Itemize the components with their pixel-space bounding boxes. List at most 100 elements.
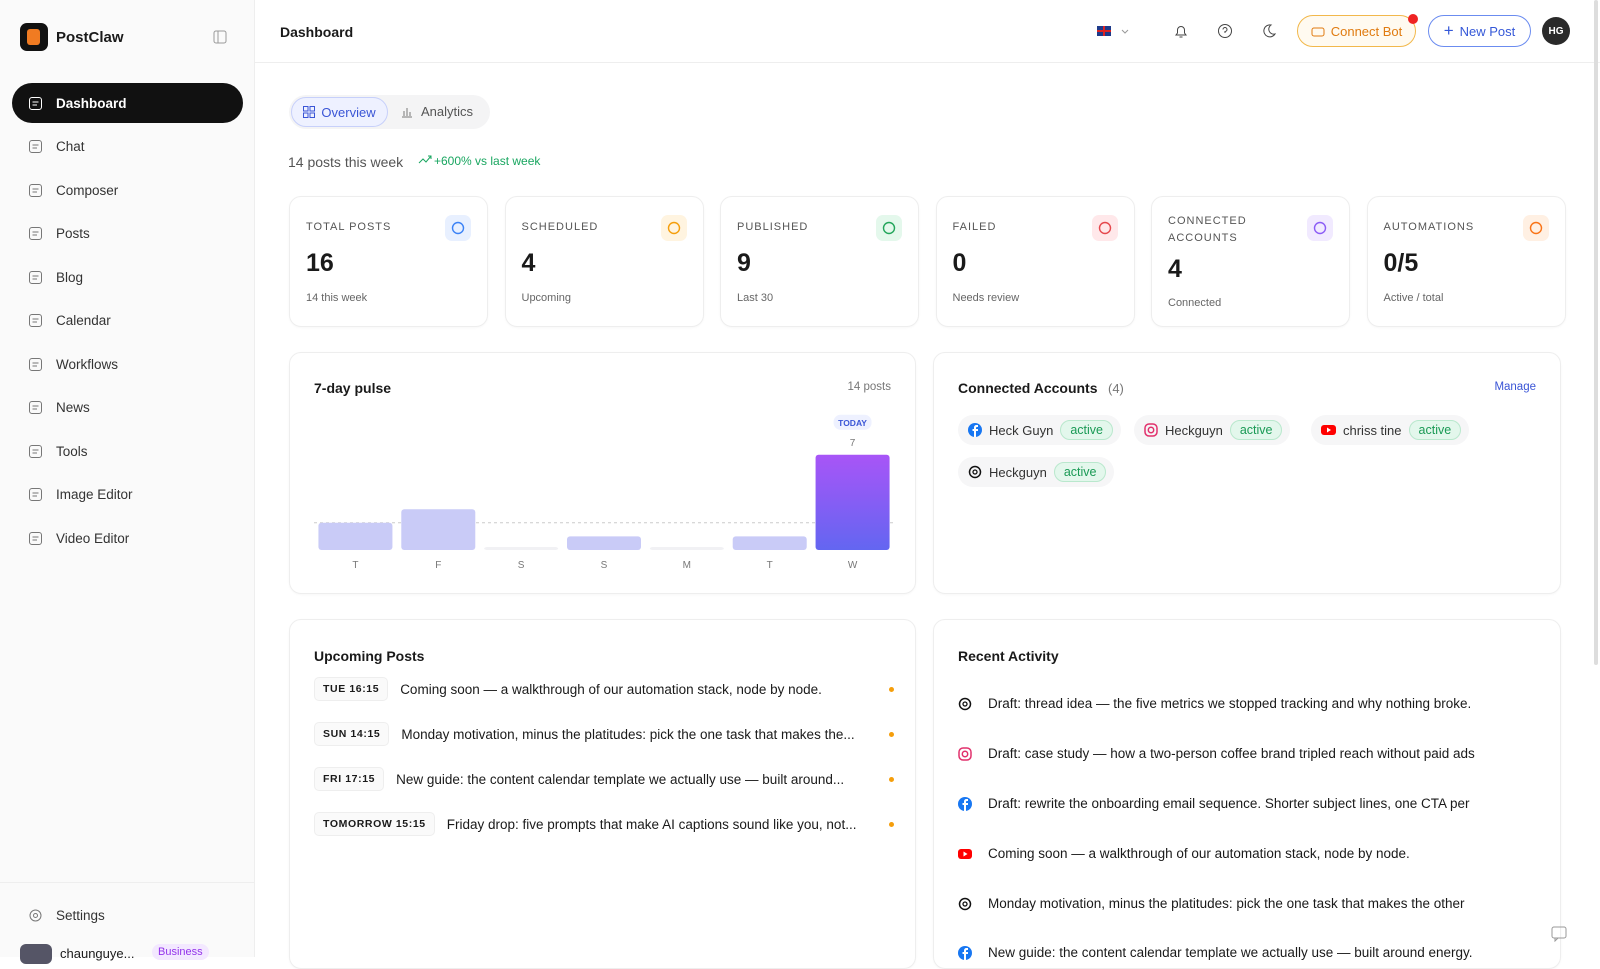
nav-icon — [29, 183, 42, 197]
nav-item[interactable]: Composer — [12, 170, 243, 210]
card-title: Recent Activity — [958, 648, 1059, 664]
nav-label: News — [56, 400, 90, 415]
today-label: TODAY — [838, 418, 867, 428]
nav-label: Dashboard — [56, 95, 127, 111]
account-avatar[interactable]: HG — [1542, 17, 1570, 45]
stat-label: AUTOMATIONS — [1383, 221, 1475, 233]
stat-label: TOTAL POSTS — [306, 221, 392, 233]
nav-item[interactable]: Video Editor — [12, 518, 243, 558]
logo — [20, 23, 48, 51]
post-time: FRI 17:15 — [314, 767, 385, 791]
stat-label: CONNECTED ACCOUNTS — [1168, 215, 1247, 244]
stat-value: 0/5 — [1383, 249, 1419, 277]
nav-item[interactable]: Image Editor — [12, 475, 243, 515]
page-title: Dashboard — [280, 24, 354, 40]
post-text: Monday motivation, minus the platitudes:… — [401, 726, 855, 742]
stat-sub: Connected — [1168, 297, 1222, 309]
stat-icon — [1522, 215, 1549, 241]
pulse-total: 14 posts — [847, 381, 891, 393]
plan-badge: Business — [152, 944, 209, 960]
nav-item[interactable]: Posts — [12, 214, 243, 254]
user-name: chaunguye... — [60, 946, 135, 961]
activity-row: Draft: rewrite the onboarding email sequ… — [958, 796, 1470, 811]
activity-row: Coming soon — a walkthrough of our autom… — [958, 846, 1410, 861]
nav-item[interactable]: Tools — [12, 431, 243, 471]
stat-sub: Upcoming — [521, 292, 572, 304]
pulse-chart: T F S S M T W TODAY 7 — [314, 414, 894, 571]
stat-sub: Needs review — [952, 292, 1020, 304]
activity-text: New guide: the content calendar template… — [988, 945, 1473, 960]
post-text: Friday drop: five prompts that make AI c… — [446, 816, 857, 832]
status-dot — [889, 686, 894, 692]
stat-value: 4 — [521, 249, 536, 277]
account-name: Heckguyn — [989, 464, 1047, 480]
bar — [401, 509, 476, 550]
account-chip: Heck Guyn active — [958, 415, 1121, 445]
today-badge — [833, 414, 872, 430]
stat-label: PUBLISHED — [737, 221, 809, 233]
nav-item[interactable]: News — [12, 388, 243, 428]
bar — [815, 454, 890, 550]
stat-icon — [876, 215, 902, 241]
stat-value: 0 — [952, 249, 967, 277]
upcoming-row: TOMORROW 15:15 Friday drop: five prompts … — [314, 812, 894, 836]
summary-trend: +600% vs last week — [418, 154, 540, 168]
manage-link[interactable]: Manage — [1494, 381, 1536, 393]
nav-item[interactable]: Dashboard — [12, 83, 243, 123]
x-label: S — [601, 560, 608, 571]
stat-sub: Last 30 — [737, 292, 774, 304]
nav-item[interactable]: Workflows — [12, 344, 243, 384]
tab-overview[interactable]: Overview — [291, 97, 388, 127]
scrollbar — [1594, 0, 1598, 665]
new-post-label: New Post — [1459, 23, 1516, 39]
summary-text: 14 posts this week — [288, 154, 404, 170]
nav-item[interactable]: Chat — [12, 127, 243, 167]
trend-text: +600% vs last week — [434, 154, 541, 168]
nav-icon — [29, 96, 42, 110]
brand: PostClaw — [56, 29, 124, 46]
bar — [567, 536, 641, 550]
status-badge: active — [1229, 420, 1283, 440]
x-label: F — [435, 560, 441, 571]
stat-value: 4 — [1168, 255, 1182, 283]
stat-icon — [660, 215, 687, 241]
nav-label: Workflows — [56, 356, 119, 372]
account-chip: Heckguyn active — [958, 457, 1115, 487]
nav-icon — [29, 140, 42, 153]
nav-item[interactable]: Blog — [12, 257, 243, 297]
language-select[interactable] — [1097, 26, 1131, 38]
stat-card: AUTOMATIONS 0/5 Active / total — [1366, 196, 1566, 327]
status-badge: active — [1060, 420, 1113, 440]
stat-value: 16 — [306, 249, 334, 277]
nav-item[interactable]: Calendar — [12, 301, 243, 341]
connect-bot-button[interactable]: Connect Bot — [1297, 15, 1416, 47]
activity-text: Draft: thread idea — the five metrics we… — [988, 696, 1472, 711]
x-label: M — [683, 560, 691, 571]
post-text: Coming soon — a walkthrough of our autom… — [400, 681, 822, 697]
feedback-button[interactable] — [1551, 926, 1567, 942]
card-title: Connected Accounts — [958, 380, 1098, 396]
nav-icon — [29, 270, 42, 284]
upcoming-row: TUE 16:15 Coming soon — a walkthrough of … — [314, 677, 894, 701]
new-post-button[interactable]: + New Post — [1428, 15, 1531, 47]
nav-label: Calendar — [56, 313, 111, 328]
tab-label: Overview — [321, 104, 376, 120]
user-avatar — [20, 944, 52, 964]
notifications-button[interactable] — [1173, 23, 1189, 39]
help-button[interactable] — [1217, 23, 1233, 39]
status-dot — [889, 821, 894, 827]
activity-text: Monday motivation, minus the platitudes:… — [988, 896, 1465, 911]
collapse-button[interactable] — [213, 30, 227, 44]
settings-link[interactable]: Settings — [12, 895, 243, 935]
theme-toggle[interactable] — [1261, 23, 1277, 39]
account-chip: Heckguyn active — [1134, 415, 1291, 445]
x-label: T — [352, 560, 358, 571]
stat-card: SCHEDULED 4 Upcoming — [504, 196, 704, 327]
account-count: (4) — [1108, 381, 1124, 396]
sidebar: PostClaw Dashboard Chat Composer Posts Blog C… — [0, 0, 255, 964]
status-badge: active — [1408, 420, 1462, 440]
tab-analytics[interactable]: Analytics — [401, 104, 473, 119]
post-time: TOMORROW 15:15 — [314, 812, 435, 836]
nav-label: Chat — [56, 139, 85, 154]
activity-text: Coming soon — a walkthrough of our autom… — [988, 846, 1410, 861]
